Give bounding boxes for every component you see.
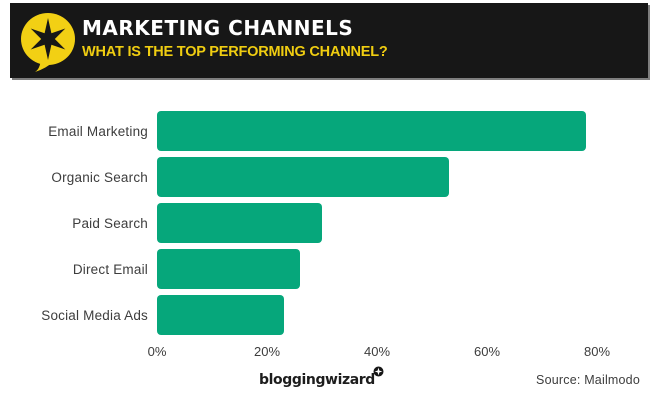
x-tick-label: 0%: [147, 344, 167, 359]
page-subtitle: WHAT IS THE TOP PERFORMING CHANNEL?: [82, 44, 388, 60]
x-tick-label: 20%: [253, 344, 281, 359]
x-tick-label: 60%: [473, 344, 501, 359]
bar-paid-search: [157, 203, 322, 243]
header-titles: MARKETING CHANNELS WHAT IS THE TOP PERFO…: [82, 16, 388, 60]
bar-social-media-ads: [157, 295, 284, 335]
header-banner: MARKETING CHANNELS WHAT IS THE TOP PERFO…: [10, 3, 648, 78]
source-attribution: Source: Mailmodo: [536, 373, 640, 387]
x-axis-ticks: 0% 20% 40% 60% 80%: [148, 344, 610, 360]
chart-row: Email Marketing: [0, 111, 650, 151]
category-label: Email Marketing: [48, 123, 148, 139]
x-tick-label: 80%: [583, 344, 611, 359]
category-label: Direct Email: [72, 261, 148, 277]
bar-direct-email: [157, 249, 300, 289]
chart-rows: Email Marketing Organic Search Paid Search…: [0, 111, 650, 335]
bar-track: [157, 157, 597, 197]
bar-track: [157, 111, 597, 151]
page-title: MARKETING CHANNELS: [82, 16, 354, 40]
x-tick-label: 40%: [363, 344, 391, 359]
category-label: Social Media Ads: [41, 307, 148, 323]
bar-chart: Email Marketing Organic Search Paid Search…: [0, 111, 650, 341]
bar-email-marketing: [157, 111, 586, 151]
chart-row: Social Media Ads: [0, 295, 650, 335]
chart-row: Direct Email: [0, 249, 650, 289]
chart-row: Organic Search: [0, 157, 650, 197]
star-badge-icon: [373, 366, 384, 377]
category-label: Organic Search: [51, 169, 148, 185]
brand-name: bloggingwizard: [258, 372, 375, 388]
speech-bubble-star-icon: [21, 13, 75, 72]
chart-row: Paid Search: [0, 203, 650, 243]
bar-track: [157, 203, 597, 243]
bloggingwizard-logo: bloggingwizard: [258, 366, 386, 389]
category-label: Paid Search: [72, 215, 148, 231]
bar-organic-search: [157, 157, 449, 197]
bar-track: [157, 295, 597, 335]
bar-track: [157, 249, 597, 289]
